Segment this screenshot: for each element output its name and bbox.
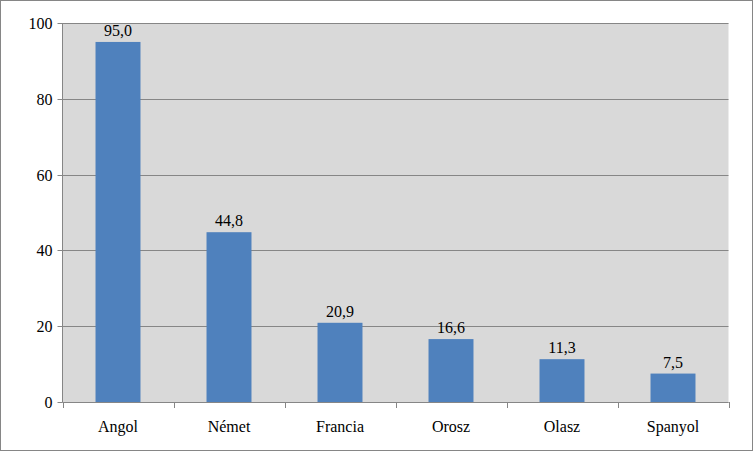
grid-line xyxy=(63,99,729,100)
bar xyxy=(540,359,585,402)
y-tick-label: 100 xyxy=(29,15,53,32)
y-tick-label: 20 xyxy=(37,318,53,335)
chart-frame xyxy=(1,1,753,451)
y-tick xyxy=(58,99,63,100)
x-tick-label: Német xyxy=(208,418,251,435)
x-tick xyxy=(618,402,619,408)
bar xyxy=(651,374,696,402)
x-tick-label: Olasz xyxy=(544,418,580,435)
bar xyxy=(318,323,363,402)
x-axis xyxy=(63,402,729,403)
x-tick xyxy=(174,402,175,408)
data-label: 20,9 xyxy=(326,303,354,320)
bar xyxy=(96,42,141,402)
x-tick-label: Spanyol xyxy=(647,418,700,436)
y-tick-label: 40 xyxy=(37,242,53,259)
plot-background xyxy=(63,23,729,402)
chart: 0 20 40 60 80 100 Angol Német Francia Orosz Olasz S… xyxy=(0,0,753,451)
y-axis xyxy=(62,23,63,402)
y-tick xyxy=(58,402,63,403)
data-label: 44,8 xyxy=(215,212,243,229)
y-tick-label: 80 xyxy=(37,91,53,108)
x-tick-label: Angol xyxy=(98,418,139,436)
page: {"chart_data": {"type": "bar", "categori… xyxy=(0,0,753,451)
grid-line xyxy=(63,250,729,251)
y-tick xyxy=(58,23,63,24)
data-label: 16,6 xyxy=(437,319,465,336)
data-label: 7,5 xyxy=(663,354,683,371)
data-label: 11,3 xyxy=(548,339,575,356)
x-tick-label: Orosz xyxy=(432,418,470,435)
x-tick xyxy=(285,402,286,408)
data-label: 95,0 xyxy=(104,22,132,39)
grid-line xyxy=(63,175,729,176)
x-tick xyxy=(396,402,397,408)
y-tick xyxy=(58,326,63,327)
grid-line xyxy=(63,23,729,24)
x-tick xyxy=(507,402,508,408)
x-tick-label: Francia xyxy=(316,418,364,435)
bar xyxy=(429,339,474,402)
y-tick xyxy=(58,250,63,251)
grid-line xyxy=(63,402,729,403)
y-tick-label: 0 xyxy=(45,394,53,411)
x-tick xyxy=(729,402,730,408)
x-tick xyxy=(63,402,64,408)
bar xyxy=(207,232,252,402)
grid-line xyxy=(63,326,729,327)
y-tick xyxy=(58,175,63,176)
bars xyxy=(96,42,696,402)
y-tick-label: 60 xyxy=(37,167,53,184)
